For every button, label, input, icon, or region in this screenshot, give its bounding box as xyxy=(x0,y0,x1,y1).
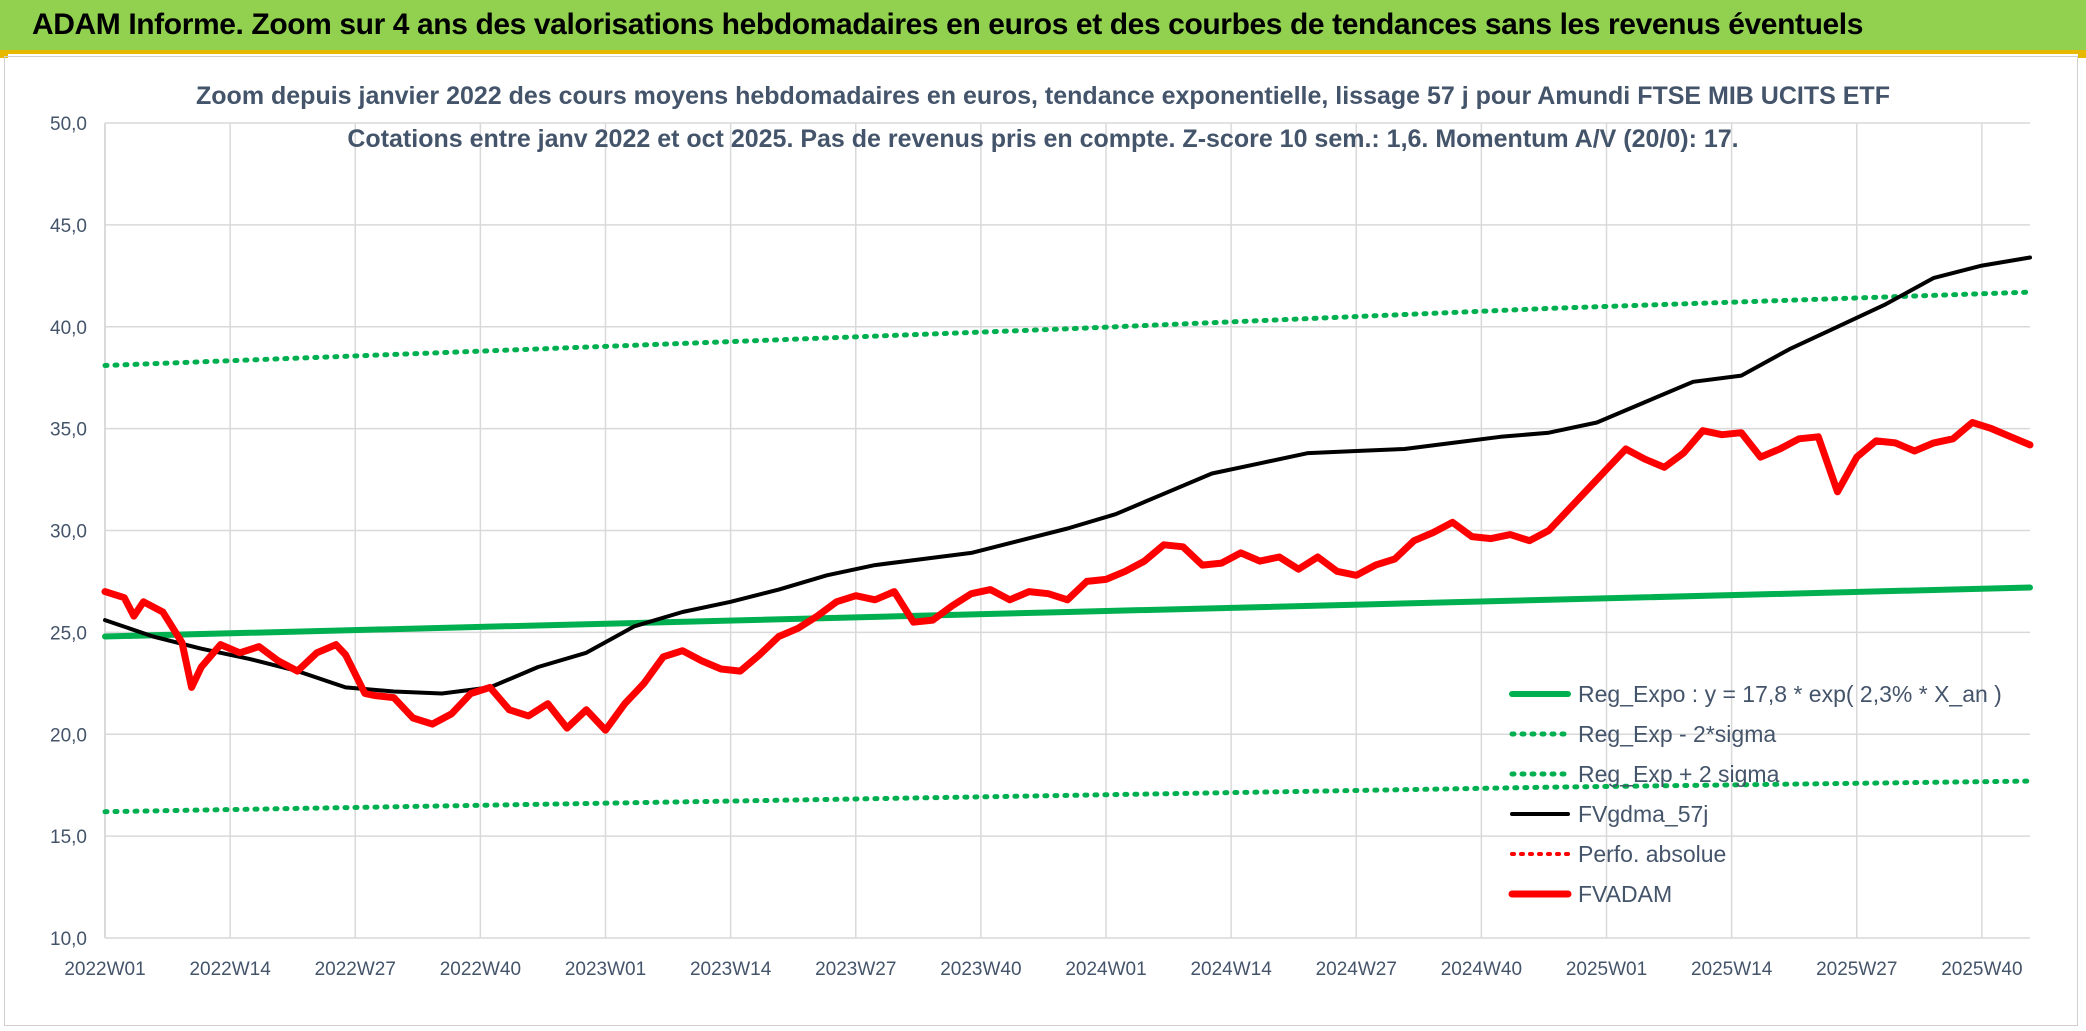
y-tick-label: 20,0 xyxy=(50,725,87,746)
x-tick-label: 2025W01 xyxy=(1566,959,1647,980)
chart-title: Zoom depuis janvier 2022 des cours moyen… xyxy=(196,82,1890,110)
banner-corner-left xyxy=(0,50,8,58)
series-line-dotted-green xyxy=(102,778,2033,815)
legend-label: FVgdma_57j xyxy=(1578,801,1708,827)
y-tick-label: 15,0 xyxy=(50,827,87,848)
x-tick-label: 2022W40 xyxy=(440,959,521,980)
x-tick-label: 2024W01 xyxy=(1065,959,1146,980)
x-tick-label: 2025W40 xyxy=(1941,959,2022,980)
y-tick-label: 10,0 xyxy=(50,929,87,950)
chart-legend: Reg_Expo : y = 17,8 * exp( 2,3% * X_an )… xyxy=(1508,681,2002,907)
x-tick-label: 2023W40 xyxy=(940,959,1021,980)
x-axis-ticks: 2022W01 2022W14 2022W27 2022W40 2023W01 2023W… xyxy=(64,959,2022,980)
x-tick-label: 2023W27 xyxy=(815,959,896,980)
series-layer xyxy=(101,255,2034,815)
chart-frame xyxy=(4,56,2078,1026)
legend-label: Reg_Expo : y = 17,8 * exp( 2,3% * X_an ) xyxy=(1578,681,2002,707)
legend-label: Perfo. absolue xyxy=(1578,841,1726,867)
y-tick-label: 45,0 xyxy=(50,216,87,237)
series-line-dotted-green xyxy=(102,289,2033,368)
y-tick-label: 40,0 xyxy=(50,318,87,339)
x-tick-label: 2024W40 xyxy=(1441,959,1522,980)
y-tick-label: 35,0 xyxy=(50,420,87,441)
y-axis-ticks: 10,0 15,0 20,0 25,0 30,0 35,0 40,0 45,0 50,0 xyxy=(50,114,87,950)
x-tick-label: 2023W01 xyxy=(565,959,646,980)
y-tick-label: 25,0 xyxy=(50,623,87,644)
banner-corner-right xyxy=(2078,50,2086,58)
x-tick-label: 2025W14 xyxy=(1691,959,1773,980)
report-banner: ADAM Informe. Zoom sur 4 ans des valoris… xyxy=(0,0,2086,54)
x-tick-label: 2022W14 xyxy=(189,959,271,980)
x-tick-label: 2022W27 xyxy=(315,959,396,980)
x-tick-label: 2022W01 xyxy=(64,959,145,980)
legend-label: Reg_Exp - 2*sigma xyxy=(1578,721,1776,747)
series-line-solid-red-thick xyxy=(101,419,2034,734)
legend-label: Reg_Exp + 2 sigma xyxy=(1578,761,1780,787)
x-tick-label: 2024W14 xyxy=(1190,959,1272,980)
grid-layer xyxy=(104,122,2030,939)
x-tick-label: 2023W14 xyxy=(690,959,772,980)
x-tick-label: 2025W27 xyxy=(1816,959,1897,980)
y-tick-label: 30,0 xyxy=(50,522,87,543)
x-tick-label: 2024W27 xyxy=(1316,959,1397,980)
legend-label: FVADAM xyxy=(1578,881,1672,907)
series-line-solid-black xyxy=(103,255,2032,696)
chart-subtitle: Cotations entre janv 2022 et oct 2025. P… xyxy=(347,125,1739,153)
y-tick-label: 50,0 xyxy=(50,114,87,135)
report-title: ADAM Informe. Zoom sur 4 ans des valoris… xyxy=(32,8,1864,41)
series-line-solid-green xyxy=(102,584,2033,640)
